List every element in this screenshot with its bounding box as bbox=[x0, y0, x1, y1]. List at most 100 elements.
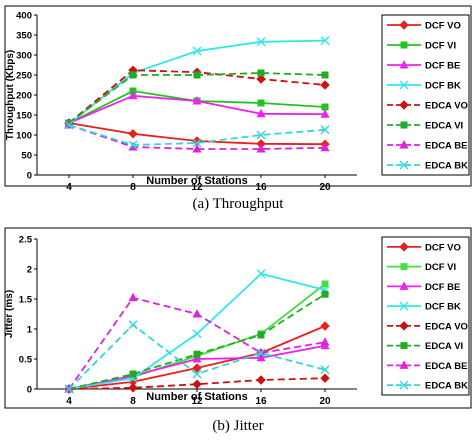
data-point bbox=[256, 130, 266, 140]
data-point bbox=[321, 290, 329, 298]
data-point bbox=[256, 348, 266, 358]
x-tick-label: 20 bbox=[319, 182, 331, 193]
data-point bbox=[64, 120, 74, 130]
legend-item-edca-vo: EDCA VO bbox=[387, 321, 468, 332]
series-line bbox=[68, 377, 326, 390]
jitter-chart: 0 0.5 1 1.5 2 2.5 4 8 12 16 20 Number of Stations Ji… bbox=[4, 227, 472, 409]
data-point bbox=[256, 269, 266, 279]
legend-item-edca-be: EDCA BE bbox=[387, 140, 467, 152]
x-axis-title: Number of Stations bbox=[146, 175, 247, 187]
x-tick-label: 12 bbox=[191, 396, 203, 407]
y-tick-label: 250 bbox=[16, 71, 32, 82]
data-point bbox=[128, 383, 138, 393]
legend-label: EDCA BE bbox=[425, 141, 467, 152]
data-point bbox=[257, 331, 265, 339]
data-point bbox=[321, 71, 329, 79]
jitter-caption: (b) Jitter bbox=[212, 418, 264, 434]
y-tick-label: 1.5 bbox=[19, 295, 33, 306]
data-point bbox=[192, 379, 202, 389]
data-point bbox=[64, 384, 74, 394]
data-point bbox=[128, 292, 138, 302]
data-point bbox=[256, 352, 266, 362]
y-tick-label: 350 bbox=[16, 31, 32, 42]
legend-label: DCF BK bbox=[425, 81, 461, 92]
data-point bbox=[320, 109, 330, 118]
legend-label: DCF BK bbox=[425, 302, 461, 313]
y-tick-label: 300 bbox=[16, 51, 32, 62]
legend-label: DCF VI bbox=[425, 262, 456, 273]
legend-marker bbox=[400, 121, 408, 129]
throughput-figure: 0 50 100 150 200 250 300 350 400 4 8 12 16 20 Number o… bbox=[4, 5, 472, 212]
data-point bbox=[192, 96, 202, 105]
y-tick-label: 1 bbox=[27, 325, 33, 336]
legend-marker bbox=[399, 60, 409, 69]
data-point bbox=[256, 144, 266, 153]
x-tick-label: 20 bbox=[319, 396, 331, 407]
legend-item-edca-bk: EDCA BK bbox=[387, 381, 468, 392]
y-tick-label: 400 bbox=[16, 11, 32, 22]
legend-item-dcf-be: DCF BE bbox=[387, 60, 460, 72]
data-point bbox=[257, 99, 265, 107]
x-axis-title: Number of Stations bbox=[146, 391, 247, 403]
data-point bbox=[320, 142, 330, 152]
jitter-figure: 0 0.5 1 1.5 2 2.5 4 8 12 16 20 Number of Stations Ji… bbox=[0, 222, 476, 444]
legend-item-edca-be: EDCA BE bbox=[387, 360, 467, 372]
legend-marker bbox=[399, 380, 409, 390]
y-tick-label: 0 bbox=[27, 385, 32, 396]
data-point bbox=[256, 74, 266, 84]
y-tick-label: 0 bbox=[27, 171, 32, 182]
legend-item-dcf-vi: DCF VI bbox=[387, 41, 456, 52]
data-point bbox=[192, 144, 202, 153]
legend-item-dcf-vo: DCF VO bbox=[387, 20, 461, 32]
data-point bbox=[192, 354, 202, 363]
data-point bbox=[128, 142, 138, 151]
data-point bbox=[128, 320, 138, 330]
legend bbox=[381, 236, 470, 396]
data-point bbox=[256, 37, 266, 47]
series-dcf-vi bbox=[65, 280, 329, 393]
legend-item-dcf-vo: DCF VO bbox=[387, 242, 461, 253]
legend-label: EDCA BK bbox=[425, 161, 468, 172]
legend-label: DCF VI bbox=[425, 41, 456, 52]
legend-marker bbox=[399, 321, 409, 331]
data-point bbox=[256, 108, 266, 118]
data-point bbox=[128, 140, 138, 150]
x-tick-label: 8 bbox=[130, 182, 136, 193]
legend-marker bbox=[399, 301, 409, 311]
data-point bbox=[129, 370, 137, 378]
legend-marker bbox=[399, 100, 409, 110]
series-edca-bk bbox=[64, 120, 330, 150]
data-point bbox=[192, 46, 202, 56]
legend-item-edca-vi: EDCA VI bbox=[387, 341, 463, 352]
series-line bbox=[68, 124, 326, 146]
x-tick-label: 16 bbox=[255, 396, 267, 407]
legend-marker bbox=[400, 342, 408, 350]
data-point bbox=[128, 90, 138, 100]
data-point bbox=[257, 69, 265, 77]
legend-label: EDCA VO bbox=[425, 101, 468, 112]
legend-item-dcf-be: DCF BE bbox=[387, 281, 460, 293]
data-point bbox=[192, 369, 202, 379]
data-point bbox=[320, 321, 330, 331]
data-point bbox=[321, 103, 329, 111]
y-axis-title: Jitter (ms) bbox=[4, 290, 15, 338]
legend-item-edca-bk: EDCA BK bbox=[387, 161, 468, 172]
legend-marker bbox=[399, 281, 409, 290]
y-tick-label: 0.5 bbox=[19, 355, 33, 366]
x-tick-label: 4 bbox=[66, 182, 72, 193]
legend-marker bbox=[399, 160, 409, 170]
legend-item-dcf-bk: DCF BK bbox=[387, 302, 461, 313]
data-point bbox=[193, 71, 201, 79]
legend-label: DCF BE bbox=[425, 282, 460, 293]
legend-label: EDCA VO bbox=[425, 321, 468, 332]
legend bbox=[381, 14, 470, 176]
data-point bbox=[192, 363, 202, 373]
throughput-caption: (a) Throughput bbox=[192, 196, 284, 212]
data-point bbox=[320, 80, 330, 90]
data-point bbox=[320, 337, 330, 346]
legend-label: EDCA BE bbox=[425, 361, 467, 372]
legend-marker bbox=[400, 41, 408, 49]
legend-marker bbox=[399, 360, 409, 369]
chart-frame bbox=[4, 5, 472, 187]
data-point bbox=[192, 138, 202, 148]
